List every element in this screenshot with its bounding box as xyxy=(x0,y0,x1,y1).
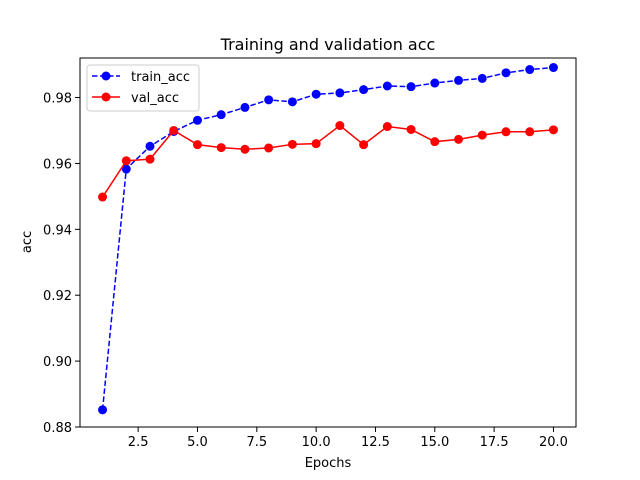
val-acc-point xyxy=(216,143,226,153)
chart-title: Training and validation acc xyxy=(220,35,436,54)
val-acc-point xyxy=(430,137,440,147)
train-acc-point xyxy=(454,75,464,85)
plot-area xyxy=(79,57,577,428)
y-tick-label: 0.98 xyxy=(43,92,72,107)
val-acc-point xyxy=(121,156,131,166)
train-acc-point xyxy=(430,78,440,88)
train-acc-point xyxy=(145,141,155,151)
y-axis-title: acc xyxy=(20,231,35,253)
train-acc-point xyxy=(477,73,487,83)
series-val-acc xyxy=(98,121,558,202)
val-acc-point xyxy=(406,124,416,134)
train-acc-point xyxy=(335,88,345,98)
val-acc-point xyxy=(169,125,179,135)
legend-entry-train-acc: train_acc xyxy=(92,70,190,85)
legend-label: train_acc xyxy=(131,70,190,85)
val-acc-point xyxy=(525,127,535,137)
val-acc-point xyxy=(359,140,369,150)
val-acc-point xyxy=(192,140,202,150)
val-acc-point xyxy=(382,122,392,132)
val-acc-point xyxy=(98,192,108,202)
x-tick-label: 7.5 xyxy=(246,435,267,450)
x-axis: 2.5 5.0 7.5 10.0 12.5 15.0 17.5 20.0 xyxy=(128,427,568,450)
train-acc-point xyxy=(240,102,250,112)
train-acc-point xyxy=(359,85,369,95)
train-acc-point xyxy=(548,63,558,73)
y-tick-label: 0.90 xyxy=(43,355,72,370)
y-axis: 0.88 0.90 0.92 0.94 0.96 0.98 xyxy=(43,92,80,436)
train-acc-point xyxy=(121,164,131,174)
val-acc-point xyxy=(454,134,464,144)
y-tick-label: 0.94 xyxy=(43,223,72,238)
train-acc-point xyxy=(287,97,297,107)
val-acc-point xyxy=(335,121,345,131)
y-tick-label: 0.92 xyxy=(43,289,72,304)
axes-frame xyxy=(79,57,577,428)
legend-box xyxy=(86,64,200,112)
x-tick-label: 10.0 xyxy=(302,435,331,450)
legend: train_acc val_acc xyxy=(86,64,200,112)
y-tick-label: 0.88 xyxy=(43,421,72,436)
train-acc-point xyxy=(406,82,416,92)
train-acc-point xyxy=(98,405,108,415)
val-acc-point xyxy=(287,139,297,149)
x-tick-label: 12.5 xyxy=(361,435,390,450)
val-acc-point xyxy=(311,139,321,149)
val-acc-point xyxy=(548,125,558,135)
train-acc-point xyxy=(525,65,535,75)
val-acc-point xyxy=(145,154,155,164)
legend-entry-val-acc: val_acc xyxy=(92,91,179,106)
y-tick-label: 0.96 xyxy=(43,157,72,172)
train-acc-point xyxy=(192,115,202,125)
x-tick-label: 5.0 xyxy=(187,435,208,450)
val-acc-point xyxy=(477,130,487,140)
x-tick-label: 17.5 xyxy=(480,435,509,450)
x-tick-label: 2.5 xyxy=(128,435,149,450)
legend-marker xyxy=(101,92,111,102)
legend-marker xyxy=(101,71,111,81)
train-acc-point xyxy=(501,68,511,78)
x-axis-title: Epochs xyxy=(305,456,352,471)
train-acc-point xyxy=(216,110,226,120)
train-acc-point xyxy=(264,95,274,105)
val-acc-point xyxy=(264,143,274,153)
series-layer xyxy=(98,63,558,415)
x-tick-label: 20.0 xyxy=(539,435,568,450)
train-acc-point xyxy=(311,89,321,99)
val-acc-point xyxy=(501,127,511,137)
x-tick-label: 15.0 xyxy=(420,435,449,450)
val-acc-point xyxy=(240,144,250,154)
train-acc-point xyxy=(382,81,392,91)
legend-label: val_acc xyxy=(131,91,179,106)
